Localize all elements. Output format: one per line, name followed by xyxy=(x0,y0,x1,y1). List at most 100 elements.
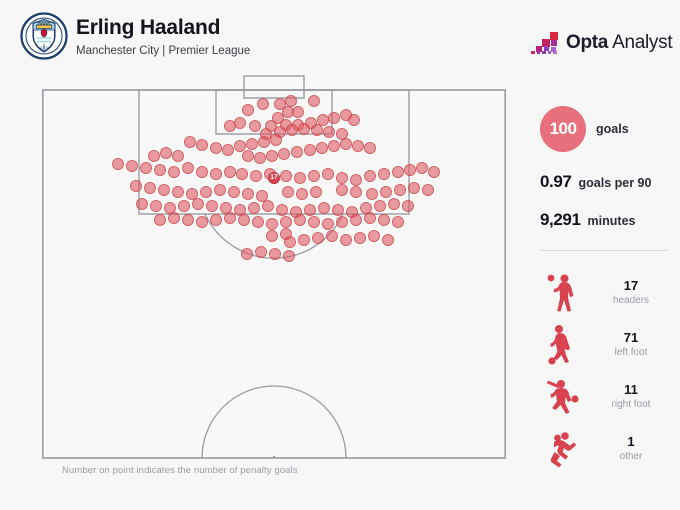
player-header-icon xyxy=(540,270,586,314)
goal-point xyxy=(241,187,255,201)
stat-row-minutes: 9,291 minutes xyxy=(540,210,680,230)
goal-point xyxy=(297,122,311,136)
goal-point xyxy=(347,113,361,127)
goal-point xyxy=(322,125,336,139)
goal-point xyxy=(381,233,395,247)
summary-stats: 100 goals 0.97 goals per 90 9,291 minute… xyxy=(540,104,680,251)
goal-point xyxy=(421,183,435,197)
breakdown-text: 11 right foot xyxy=(592,382,670,411)
opta-wordmark: Opta Analyst xyxy=(566,32,673,53)
goal-point xyxy=(377,167,391,181)
goal-point xyxy=(129,179,143,193)
goal-point xyxy=(269,133,283,147)
goal-point xyxy=(265,229,279,243)
breakdown-row-headers: 17 headers xyxy=(540,266,680,318)
goal-point xyxy=(227,185,241,199)
goal-point xyxy=(221,143,235,157)
goal-point xyxy=(268,247,282,261)
goal-point xyxy=(241,103,255,117)
goal-point xyxy=(310,123,324,137)
goal-point xyxy=(349,213,363,227)
goal-point xyxy=(143,181,157,195)
goal-point xyxy=(285,123,299,137)
goal-point xyxy=(235,167,249,181)
goal-point xyxy=(295,187,309,201)
goal-point xyxy=(309,185,323,199)
breakdown-value: 17 xyxy=(623,277,639,293)
goal-point xyxy=(303,143,317,157)
goal-point xyxy=(403,163,417,177)
goal-point xyxy=(223,211,237,225)
goal-point xyxy=(209,141,223,155)
pitch-chart: 17 xyxy=(42,68,506,460)
goal-point xyxy=(363,141,377,155)
goal-point xyxy=(279,169,293,183)
goal-point xyxy=(195,138,209,152)
stat-value: 9,291 xyxy=(540,210,581,229)
header: MANCHESTER CITY Erling Haaland Mancheste… xyxy=(0,0,680,72)
goal-point xyxy=(248,119,262,133)
player-left-foot-shot-icon xyxy=(540,322,586,366)
goal-point xyxy=(307,169,321,183)
goal-point xyxy=(240,247,254,261)
goal-point xyxy=(233,116,247,130)
goal-point xyxy=(373,199,387,213)
goal-point xyxy=(401,199,415,213)
breakdown-label: right foot xyxy=(611,398,651,410)
goal-point xyxy=(125,159,139,173)
player-right-foot-shot-icon xyxy=(540,374,586,418)
goal-point xyxy=(335,215,349,229)
goal-point xyxy=(177,199,191,213)
body-part-breakdown: 17 headers 71 left foot xyxy=(540,266,680,474)
stat-value: 0.97 xyxy=(540,172,572,191)
goal-point xyxy=(281,185,295,199)
goal-point xyxy=(283,235,297,249)
goal-point xyxy=(335,183,349,197)
goal-point xyxy=(265,149,279,163)
svg-text:CITY: CITY xyxy=(40,46,48,50)
breakdown-label: headers xyxy=(612,294,650,306)
goal-point xyxy=(363,169,377,183)
goal-point xyxy=(393,183,407,197)
goal-point xyxy=(253,151,267,165)
divider xyxy=(540,250,668,251)
opta-word-light: Analyst xyxy=(612,32,673,53)
goal-point xyxy=(327,139,341,153)
goal-point xyxy=(241,149,255,163)
goal-point xyxy=(256,97,270,111)
goal-point xyxy=(153,213,167,227)
goal-point xyxy=(167,165,181,179)
goal-point xyxy=(167,211,181,225)
goal-point xyxy=(209,213,223,227)
goal-point xyxy=(317,201,331,215)
goal-point xyxy=(407,181,421,195)
goal-point xyxy=(377,213,391,227)
goal-point xyxy=(367,229,381,243)
chart-footnote: Number on point indicates the number of … xyxy=(62,465,298,476)
opta-analyst-logo: Opta Analyst xyxy=(529,30,673,56)
goal-point xyxy=(245,137,259,151)
goal-point xyxy=(213,183,227,197)
goal-point xyxy=(157,183,171,197)
goal-point xyxy=(427,165,441,179)
pitch-lines xyxy=(42,68,506,460)
goal-point xyxy=(353,231,367,245)
goal-point xyxy=(297,233,311,247)
breakdown-row-other: 1 other xyxy=(540,422,680,474)
goal-point xyxy=(363,211,377,225)
goal-point xyxy=(321,167,335,181)
goal-scatter-points: 17 xyxy=(42,68,506,460)
page-title: Erling Haaland xyxy=(76,16,221,39)
goal-point xyxy=(171,149,185,163)
goal-point xyxy=(387,197,401,211)
goal-point xyxy=(279,215,293,229)
goal-point xyxy=(159,146,173,160)
goal-point xyxy=(293,171,307,185)
goal-point xyxy=(303,203,317,217)
goals-stat-row: 100 goals xyxy=(540,104,680,154)
goal-point xyxy=(275,203,289,217)
goal-point xyxy=(307,94,321,108)
opta-staircase-logo-icon xyxy=(529,32,559,54)
goal-point xyxy=(185,187,199,201)
goal-point xyxy=(199,185,213,199)
